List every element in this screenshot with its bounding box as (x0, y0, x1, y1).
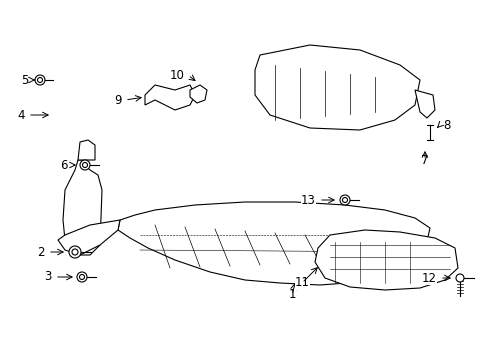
Text: 5: 5 (21, 73, 28, 86)
Text: 2: 2 (38, 246, 45, 258)
Polygon shape (118, 202, 430, 285)
Circle shape (340, 195, 350, 205)
Circle shape (35, 75, 45, 85)
Circle shape (80, 160, 90, 170)
Circle shape (343, 198, 347, 202)
Text: 4: 4 (18, 108, 25, 122)
Polygon shape (415, 90, 435, 118)
Text: 9: 9 (115, 94, 122, 107)
Circle shape (77, 272, 87, 282)
Circle shape (456, 274, 464, 282)
Circle shape (79, 275, 84, 279)
Text: 8: 8 (443, 118, 450, 131)
Text: 13: 13 (301, 194, 316, 207)
Circle shape (38, 77, 43, 82)
Polygon shape (78, 140, 95, 160)
Text: 11: 11 (294, 276, 310, 289)
Polygon shape (63, 160, 102, 255)
Text: 1: 1 (288, 288, 296, 302)
Circle shape (69, 246, 81, 258)
Text: 6: 6 (60, 158, 68, 171)
Polygon shape (145, 85, 195, 110)
Text: 10: 10 (170, 68, 185, 81)
Text: 7: 7 (421, 153, 429, 166)
Text: 3: 3 (45, 270, 52, 284)
Polygon shape (58, 220, 120, 255)
Circle shape (82, 162, 88, 167)
Polygon shape (315, 230, 458, 290)
Text: 12: 12 (422, 271, 437, 284)
Polygon shape (255, 45, 420, 130)
Polygon shape (190, 85, 207, 103)
Circle shape (72, 249, 78, 255)
